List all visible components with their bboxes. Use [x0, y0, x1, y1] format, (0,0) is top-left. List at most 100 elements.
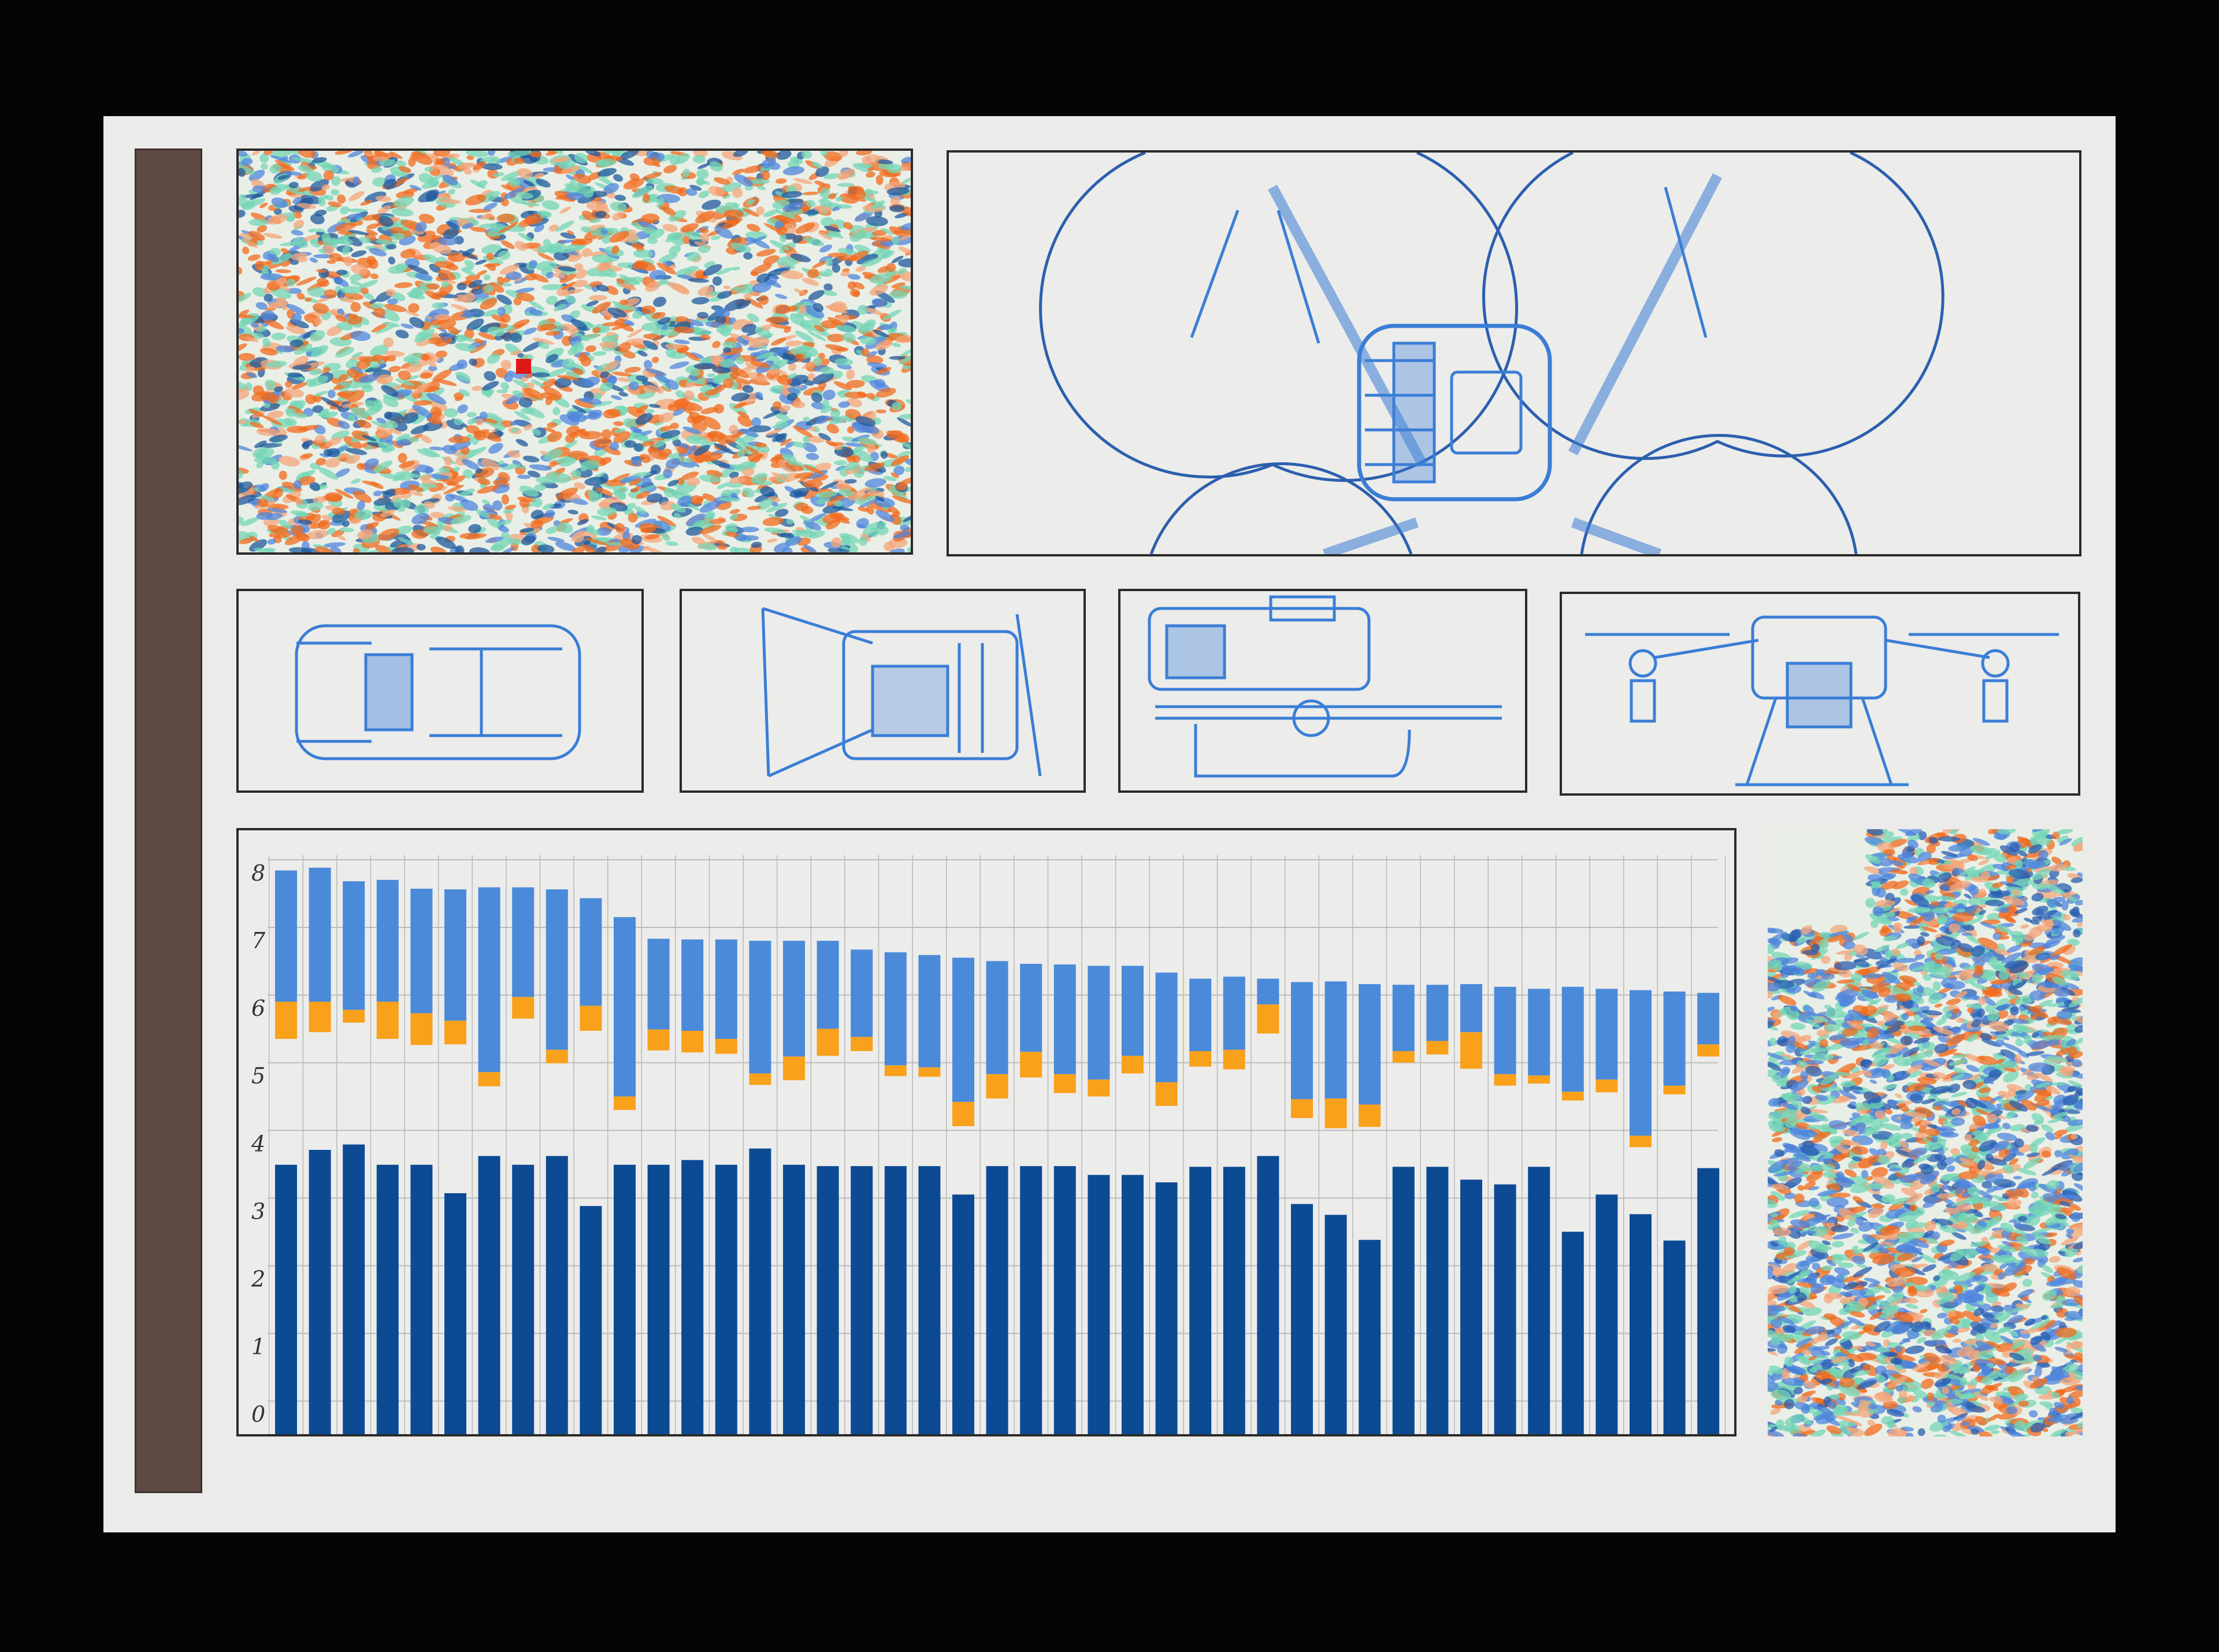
texture-stroke	[369, 248, 387, 257]
bar-light-segment	[614, 917, 636, 1097]
texture-stroke	[347, 315, 363, 325]
drone-top-view-sketch	[1039, 153, 1945, 554]
texture-stroke	[510, 350, 523, 355]
texture-stroke	[713, 374, 725, 384]
texture-stroke	[632, 222, 645, 231]
bar-light-segment	[309, 867, 331, 1002]
texture-stroke	[828, 193, 837, 199]
texture-stroke	[897, 476, 911, 486]
texture-stroke	[335, 347, 355, 358]
texture-stroke	[514, 241, 528, 251]
texture-stroke	[619, 474, 641, 484]
texture-stroke	[350, 281, 362, 286]
texture-stroke	[688, 278, 709, 283]
texture-stroke	[354, 509, 373, 520]
texture-stroke	[696, 177, 705, 186]
texture-stroke	[699, 474, 721, 483]
texture-stroke	[507, 450, 521, 458]
texture-stroke	[447, 475, 466, 486]
texture-stroke	[838, 151, 849, 157]
texture-stroke	[291, 313, 302, 322]
texture-stroke	[481, 458, 500, 471]
texture-stroke	[720, 467, 736, 478]
texture-panel-top-left	[236, 149, 913, 555]
texture-stroke	[844, 479, 857, 484]
texture-stroke	[1864, 866, 1883, 874]
texture-stroke	[895, 335, 911, 343]
texture-stroke	[266, 361, 287, 368]
texture-stroke	[543, 427, 556, 433]
sketch-panel-1	[236, 589, 644, 793]
texture-stroke	[277, 487, 295, 493]
texture-stroke	[483, 202, 498, 211]
texture-stroke	[730, 242, 751, 253]
texture-stroke	[670, 504, 686, 513]
texture-stroke	[437, 269, 456, 281]
texture-stroke	[653, 296, 667, 307]
texture-stroke	[323, 367, 331, 373]
texture-stroke	[295, 498, 303, 506]
bar-dark	[1324, 1215, 1347, 1434]
texture-stroke	[867, 362, 887, 368]
texture-stroke	[332, 507, 346, 515]
texture-stroke	[610, 202, 627, 211]
texture-stroke	[316, 458, 326, 466]
texture-stroke	[259, 347, 278, 356]
texture-stroke	[368, 550, 380, 552]
texture-stroke	[487, 326, 504, 336]
texture-stroke	[651, 357, 659, 363]
texture-stroke	[484, 371, 496, 381]
texture-stroke	[861, 348, 870, 357]
bar-dark	[1223, 1167, 1245, 1434]
texture-stroke	[433, 151, 451, 157]
texture-stroke	[679, 443, 689, 449]
texture-stroke	[689, 184, 702, 191]
texture-stroke	[774, 294, 788, 299]
texture-stroke	[578, 333, 600, 341]
texture-stroke	[412, 404, 433, 418]
texture-stroke	[866, 171, 875, 178]
texture-stroke	[636, 405, 648, 414]
texture-stroke	[658, 448, 672, 458]
texture-stroke	[461, 459, 480, 470]
texture-stroke	[268, 254, 279, 262]
texture-stroke	[347, 151, 364, 158]
texture-stroke	[506, 271, 522, 280]
texture-stroke	[708, 433, 726, 442]
texture-stroke	[574, 263, 584, 271]
texture-stroke	[732, 377, 751, 384]
texture-stroke	[471, 220, 479, 226]
texture-stroke	[804, 237, 825, 246]
texture-stroke	[882, 169, 899, 177]
bar-dark	[376, 1164, 399, 1434]
texture-stroke	[264, 402, 271, 408]
texture-stroke	[540, 392, 561, 401]
texture-stroke	[736, 356, 745, 365]
bar-orange-segment	[817, 1029, 839, 1056]
texture-stroke	[335, 315, 348, 322]
texture-stroke	[591, 400, 613, 407]
texture-stroke	[336, 534, 346, 541]
texture-stroke	[309, 369, 322, 376]
texture-stroke	[343, 436, 362, 449]
texture-stroke	[729, 464, 749, 470]
texture-stroke	[254, 440, 267, 448]
texture-stroke	[700, 334, 711, 340]
texture-stroke	[584, 151, 601, 157]
bar-dark	[1122, 1175, 1144, 1434]
texture-stroke	[529, 151, 542, 158]
texture-stroke	[239, 266, 243, 275]
texture-stroke	[715, 267, 733, 275]
texture-stroke	[699, 357, 713, 365]
bar-orange-segment	[1088, 1079, 1110, 1097]
texture-stroke	[623, 418, 638, 429]
texture-stroke	[771, 472, 790, 482]
texture-stroke	[689, 368, 700, 377]
texture-stroke	[556, 487, 578, 499]
texture-stroke	[487, 151, 496, 156]
texture-stroke	[635, 413, 653, 425]
texture-stroke	[546, 354, 559, 363]
texture-stroke	[826, 495, 846, 506]
texture-stroke	[716, 324, 733, 334]
